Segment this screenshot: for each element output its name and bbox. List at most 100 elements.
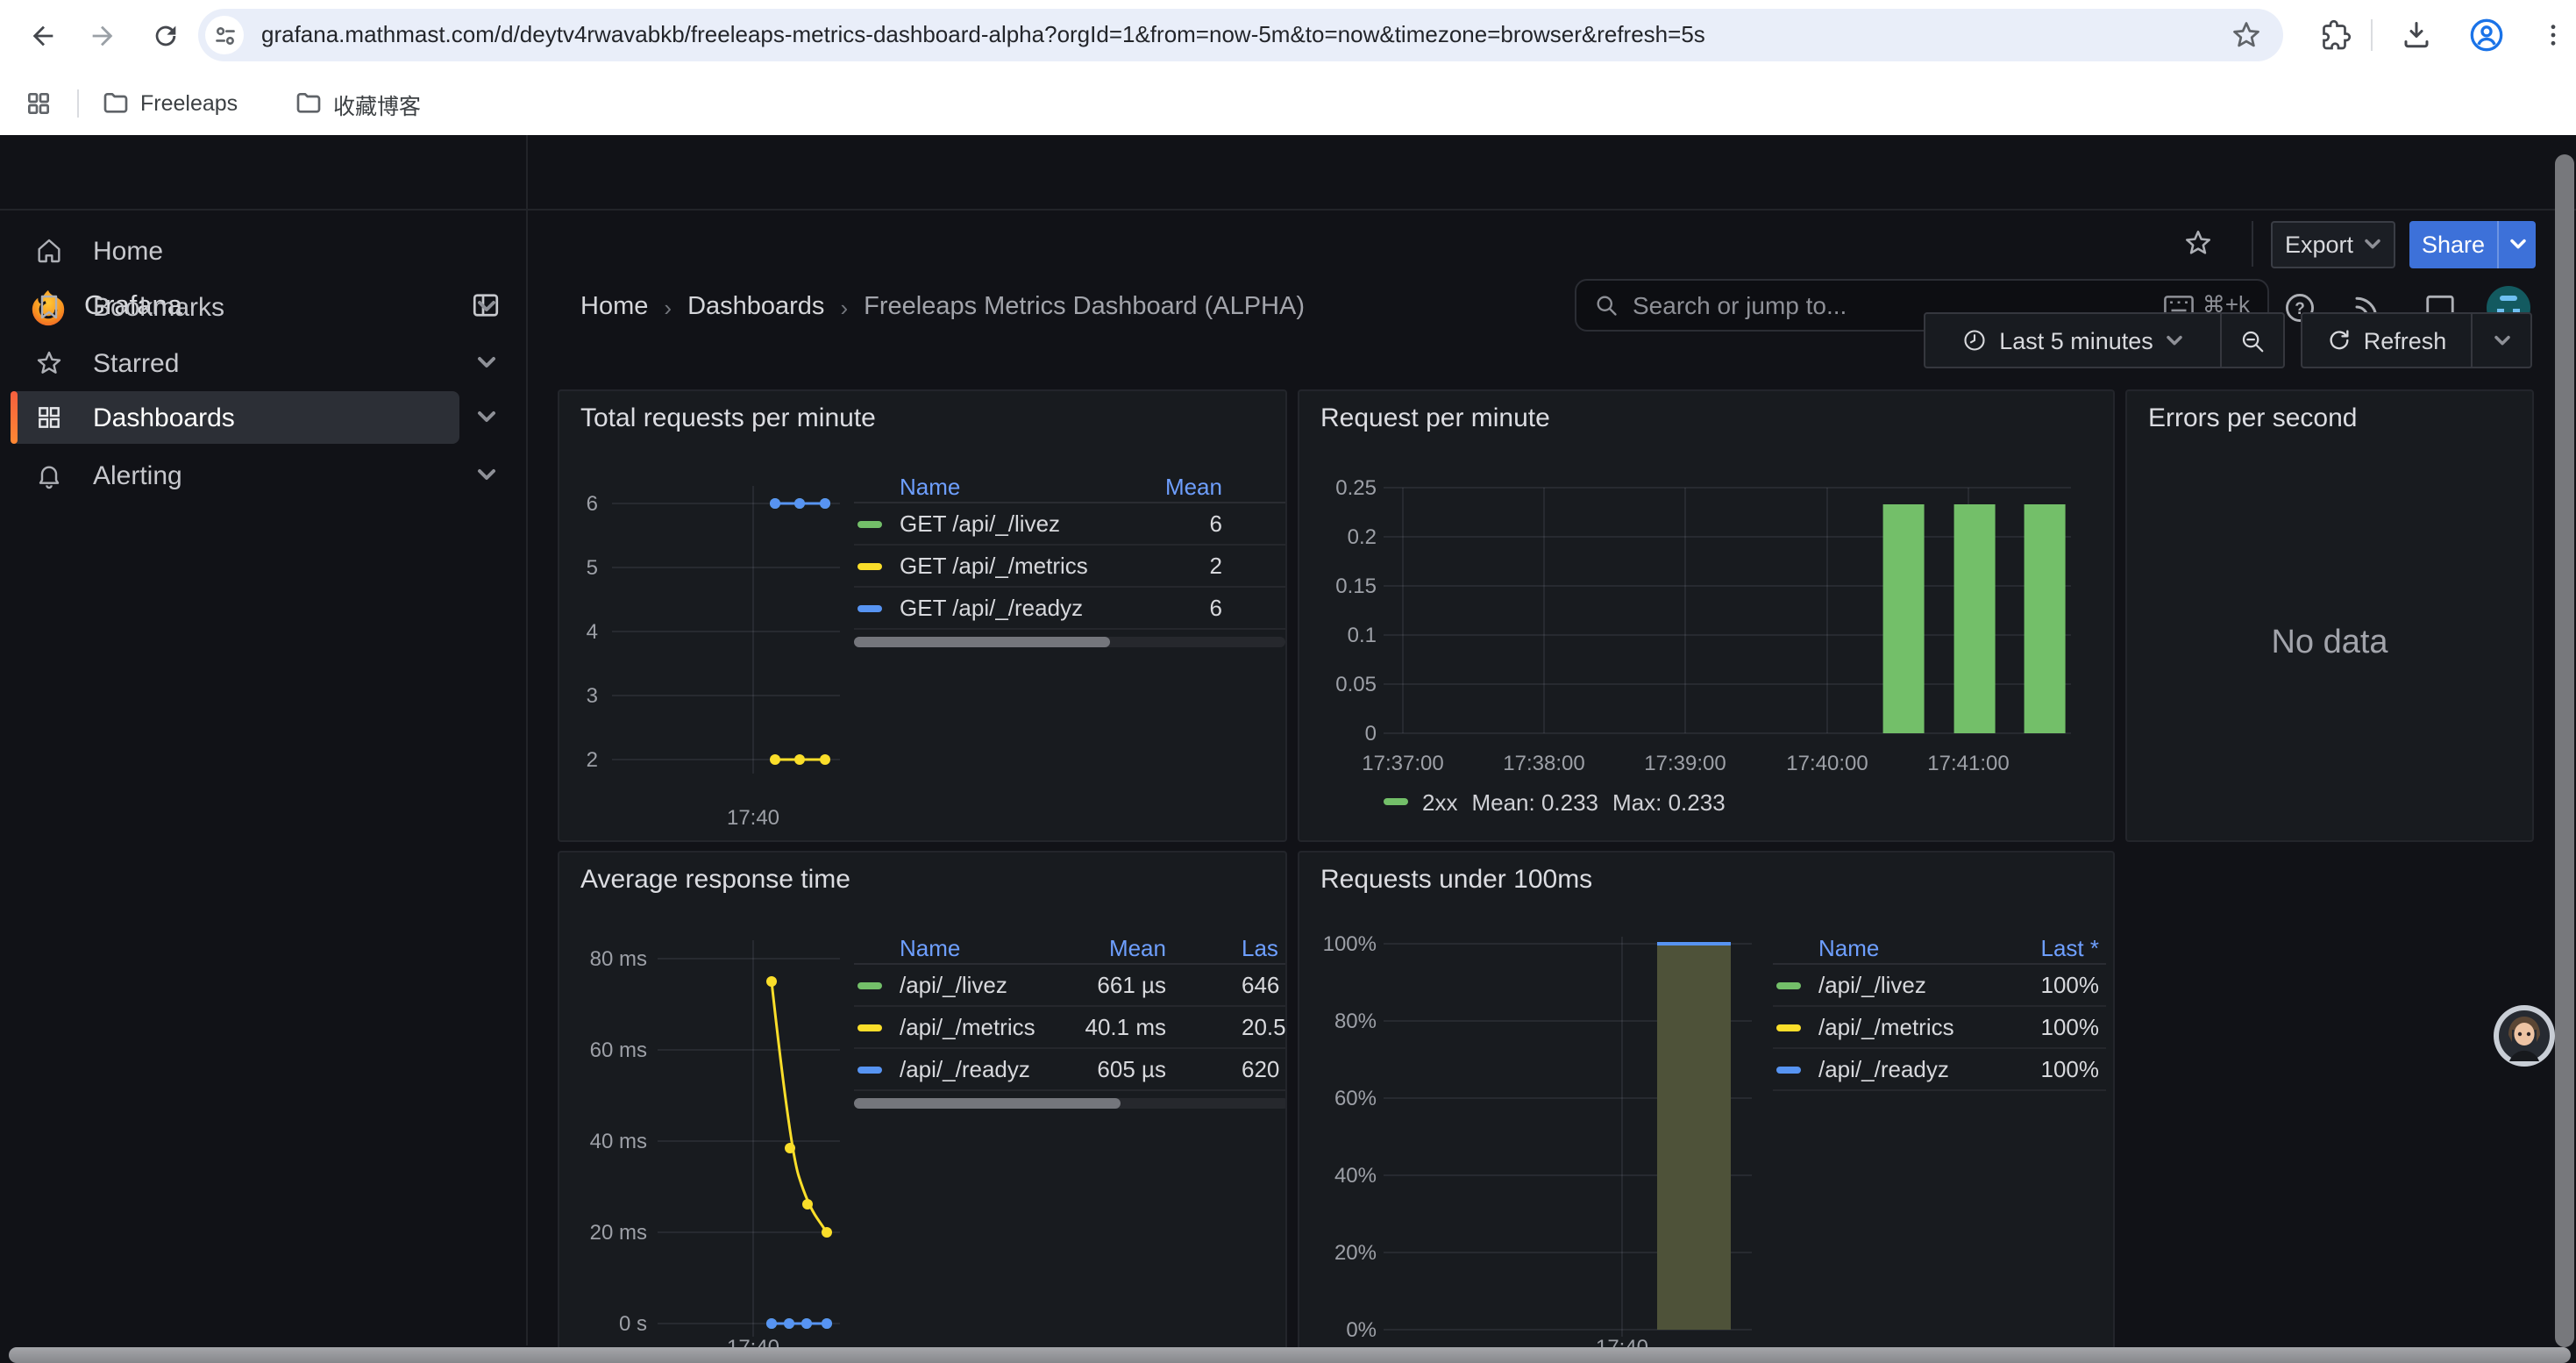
- col-last[interactable]: Las: [1242, 935, 1278, 961]
- chevron-down-icon: [2508, 239, 2526, 251]
- col-name[interactable]: Name: [1818, 935, 1879, 961]
- apps-grid-icon[interactable]: [18, 82, 60, 125]
- browser-menu-icon[interactable]: [2532, 14, 2574, 56]
- legend-row[interactable]: GET /api/_/metrics 2: [854, 546, 1285, 588]
- legend-row[interactable]: /api/_/readyz 605 µs 620: [854, 1049, 1287, 1091]
- panel-request-per-minute: 0.250.20.150.10.05017:37:0017:38:0017:39…: [1298, 389, 2115, 842]
- zoom-out-button[interactable]: [2222, 314, 2283, 367]
- legend-row[interactable]: GET /api/_/readyz 6: [854, 588, 1285, 630]
- bell-icon: [35, 461, 63, 489]
- refresh-group: Refresh: [2301, 312, 2532, 368]
- url-bar[interactable]: grafana.mathmast.com/d/deytv4rwavabkb/fr…: [198, 9, 2283, 61]
- bookmark-folder-freeleaps[interactable]: Freeleaps: [102, 84, 238, 123]
- legend-row[interactable]: GET /api/_/livez 6: [854, 503, 1285, 546]
- svg-text:60 ms: 60 ms: [590, 1038, 647, 1062]
- reload-icon[interactable]: [144, 14, 186, 56]
- bookmark-folder-blog[interactable]: 收藏博客: [295, 84, 421, 123]
- legend-row[interactable]: /api/_/readyz 100%: [1773, 1049, 2106, 1091]
- bookmarks-bar: Freeleaps 收藏博客: [0, 70, 2576, 135]
- sidebar-item-home[interactable]: Home: [14, 225, 463, 277]
- request-per-minute-chart[interactable]: 0.250.20.150.10.05017:37:0017:38:0017:39…: [1299, 391, 2115, 842]
- col-mean[interactable]: Mean: [1109, 935, 1166, 961]
- active-indicator: [11, 391, 18, 444]
- svg-text:0.05: 0.05: [1335, 673, 1377, 696]
- col-name[interactable]: Name: [900, 474, 960, 500]
- share-button[interactable]: Share: [2409, 221, 2497, 268]
- time-picker-group: Last 5 minutes: [1924, 312, 2285, 368]
- horizontal-scrollbar[interactable]: [9, 1347, 2571, 1363]
- panel-title[interactable]: Total requests per minute: [580, 403, 876, 433]
- col-mean[interactable]: Mean: [1165, 474, 1222, 500]
- breadcrumb-home[interactable]: Home: [580, 293, 648, 321]
- panel-total-requests: 6543217:40 Total requests per minute Nam…: [558, 389, 1287, 842]
- time-range-label: Last 5 minutes: [1999, 327, 2153, 353]
- extensions-icon[interactable]: [2315, 14, 2357, 56]
- panel-title[interactable]: Request per minute: [1320, 403, 1550, 433]
- refresh-button[interactable]: Refresh: [2302, 314, 2471, 367]
- search-icon: [1594, 293, 1619, 318]
- legend-inline[interactable]: 2xx Mean: 0.233 Max: 0.233: [1384, 789, 1726, 814]
- sidebar-item-alerting[interactable]: Alerting: [14, 449, 463, 502]
- breadcrumb-current: Freeleaps Metrics Dashboard (ALPHA): [864, 293, 1305, 321]
- zoom-out-icon: [2239, 327, 2266, 353]
- bookmark-label: 收藏博客: [333, 87, 421, 120]
- no-data-message: No data: [2127, 624, 2532, 663]
- bookmarks-divider: [77, 89, 79, 118]
- vertical-scrollbar[interactable]: [2555, 154, 2574, 1347]
- url-text[interactable]: grafana.mathmast.com/d/deytv4rwavabkb/fr…: [261, 21, 1705, 47]
- col-last[interactable]: Last *: [2041, 935, 2100, 961]
- forward-icon[interactable]: [81, 14, 123, 56]
- col-name[interactable]: Name: [900, 935, 960, 961]
- chevron-down-icon[interactable]: [477, 410, 496, 425]
- chevron-down-icon[interactable]: [477, 300, 496, 314]
- favorite-dashboard-icon[interactable]: [2183, 228, 2213, 258]
- legend-row[interactable]: /api/_/livez 100%: [1773, 965, 2106, 1007]
- downloads-icon[interactable]: [2395, 14, 2437, 56]
- series-color-pill: [1776, 1024, 1801, 1031]
- search-placeholder: Search or jump to...: [1633, 291, 1847, 319]
- sidebar-item-label: Alerting: [93, 460, 182, 490]
- sidebar-item-bookmarks[interactable]: Bookmarks: [14, 281, 463, 333]
- browser-profile-icon[interactable]: [2466, 14, 2508, 56]
- refresh-interval-dropdown[interactable]: [2473, 314, 2530, 367]
- legend-scrollbar-thumb[interactable]: [854, 1098, 1121, 1109]
- series-color-pill: [857, 521, 882, 528]
- svg-text:5: 5: [587, 556, 598, 580]
- back-icon[interactable]: [21, 14, 63, 56]
- svg-text:0.25: 0.25: [1335, 476, 1377, 500]
- panel-title[interactable]: Errors per second: [2148, 403, 2357, 433]
- sidebar-item-dashboards[interactable]: Dashboards: [11, 391, 459, 444]
- panel-errors-per-second: Errors per second No data: [2125, 389, 2534, 842]
- panel-title[interactable]: Average response time: [580, 865, 850, 895]
- chevron-down-icon[interactable]: [477, 356, 496, 370]
- legend-table: Name Mean Las /api/_/livez 661 µs 646 /a…: [854, 930, 1287, 1091]
- legend-row[interactable]: /api/_/metrics 40.1 ms 20.5 r: [854, 1007, 1287, 1049]
- svg-text:17:38:00: 17:38:00: [1503, 752, 1584, 775]
- legend-scrollbar-thumb[interactable]: [854, 637, 1110, 647]
- svg-text:80%: 80%: [1334, 1010, 1377, 1033]
- assistant-avatar[interactable]: [2494, 1005, 2555, 1067]
- time-range-picker[interactable]: Last 5 minutes: [1925, 314, 2220, 367]
- svg-text:3: 3: [587, 684, 598, 708]
- browser-toolbar: grafana.mathmast.com/d/deytv4rwavabkb/fr…: [0, 0, 2576, 70]
- svg-text:0%: 0%: [1346, 1318, 1377, 1342]
- legend-row[interactable]: /api/_/metrics 100%: [1773, 1007, 2106, 1049]
- share-dropdown-button[interactable]: [2497, 221, 2536, 268]
- chevron-down-icon[interactable]: [477, 468, 496, 482]
- site-settings-icon[interactable]: [205, 16, 244, 54]
- panel-title[interactable]: Requests under 100ms: [1320, 865, 1592, 895]
- breadcrumb-dashboards[interactable]: Dashboards: [687, 293, 824, 321]
- svg-text:4: 4: [587, 620, 598, 644]
- folder-icon: [295, 89, 323, 118]
- series-max: Max: 0.233: [1612, 789, 1726, 815]
- sidebar-item-starred[interactable]: Starred: [14, 337, 463, 389]
- legend-row[interactable]: /api/_/livez 661 µs 646: [854, 965, 1287, 1007]
- panel-avg-response-time: 80 ms60 ms40 ms20 ms0 s17:40 Average res…: [558, 851, 1287, 1363]
- svg-text:17:40:00: 17:40:00: [1786, 752, 1868, 775]
- sidebar-border: [526, 135, 528, 1345]
- svg-text:0.1: 0.1: [1348, 624, 1377, 647]
- svg-text:17:40: 17:40: [727, 806, 779, 830]
- bookmark-star-icon[interactable]: [2231, 19, 2262, 51]
- svg-text:20 ms: 20 ms: [590, 1221, 647, 1245]
- export-button[interactable]: Export: [2271, 221, 2395, 268]
